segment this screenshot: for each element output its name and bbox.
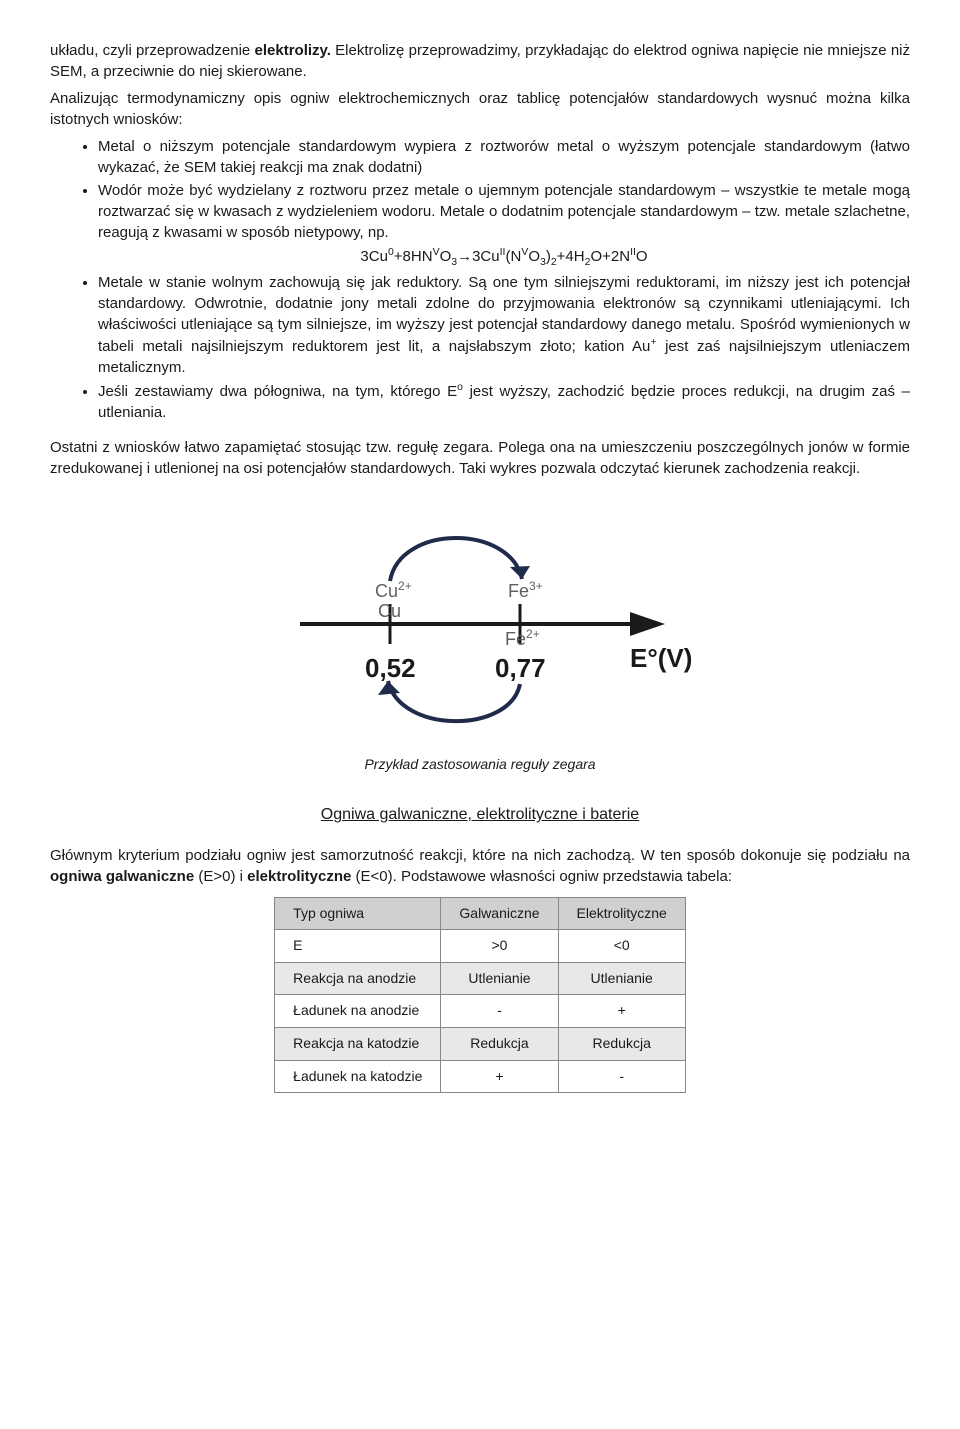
bullet-3: Metale w stanie wolnym zachowują się jak… bbox=[98, 272, 910, 378]
s2-p1a: Głównym kryterium podziału ogniw jest sa… bbox=[50, 847, 910, 864]
intro-p1b: elektrolizy. bbox=[255, 42, 331, 59]
table-row: Ładunek na anodzie - + bbox=[275, 995, 686, 1028]
diagram-caption: Przykład zastosowania reguły zegara bbox=[50, 755, 910, 775]
table-row: Reakcja na katodzie Redukcja Redukcja bbox=[275, 1028, 686, 1061]
diagram-svg: Cu2+ Fe3+ Cu Fe2+ 0,52 0,77 E°(V) bbox=[260, 509, 700, 739]
value-1: 0,52 bbox=[365, 653, 416, 683]
bullet-2: Wodór może być wydzielany z roztworu prz… bbox=[98, 180, 910, 270]
th-1: Galwaniczne bbox=[441, 897, 558, 930]
label-fe2: Fe2+ bbox=[505, 627, 540, 649]
axis-label: E°(V) bbox=[630, 643, 692, 673]
table-row: E >0 <0 bbox=[275, 930, 686, 963]
cell: E bbox=[275, 930, 441, 963]
intro-p2: Analizując termodynamiczny opis ogniw el… bbox=[50, 88, 910, 130]
cell: Ładunek na anodzie bbox=[275, 995, 441, 1028]
cell: - bbox=[441, 995, 558, 1028]
cell: Utlenianie bbox=[441, 962, 558, 995]
s2-p1d: elektrolityczne bbox=[247, 868, 351, 885]
bullet-4a: Jeśli zestawiamy dwa półogniwa, na tym, … bbox=[98, 383, 457, 400]
table-row: Ładunek na katodzie + - bbox=[275, 1060, 686, 1093]
s2-p1c: (E>0) i bbox=[194, 868, 247, 885]
cell: Reakcja na katodzie bbox=[275, 1028, 441, 1061]
cell: >0 bbox=[441, 930, 558, 963]
table-row: Reakcja na anodzie Utlenianie Utlenianie bbox=[275, 962, 686, 995]
section2-p1: Głównym kryterium podziału ogniw jest sa… bbox=[50, 845, 910, 887]
cell: Reakcja na anodzie bbox=[275, 962, 441, 995]
intro-p1: układu, czyli przeprowadzenie elektroliz… bbox=[50, 40, 910, 82]
after-p1: Ostatni z wniosków łatwo zapamiętać stos… bbox=[50, 437, 910, 479]
value-2: 0,77 bbox=[495, 653, 546, 683]
cell: Redukcja bbox=[558, 1028, 685, 1061]
bullet-2-text: Wodór może być wydzielany z roztworu prz… bbox=[98, 182, 910, 241]
bullet-1: Metal o niższym potencjale standardowym … bbox=[98, 136, 910, 178]
cell: + bbox=[441, 1060, 558, 1093]
label-cu2: Cu2+ bbox=[375, 579, 412, 601]
cell: Utlenianie bbox=[558, 962, 685, 995]
cell: Ładunek na katodzie bbox=[275, 1060, 441, 1093]
label-fe3: Fe3+ bbox=[508, 579, 543, 601]
label-cu: Cu bbox=[378, 601, 401, 621]
intro-p1a: układu, czyli przeprowadzenie bbox=[50, 42, 255, 59]
th-2: Elektrolityczne bbox=[558, 897, 685, 930]
th-0: Typ ogniwa bbox=[275, 897, 441, 930]
s2-p1b: ogniwa galwaniczne bbox=[50, 868, 194, 885]
cell-types-table: Typ ogniwa Galwaniczne Elektrolityczne E… bbox=[274, 897, 686, 1094]
table-header-row: Typ ogniwa Galwaniczne Elektrolityczne bbox=[275, 897, 686, 930]
cell: - bbox=[558, 1060, 685, 1093]
equation: 3Cu0+8HNVO3→3CuII(NVO3)2+4H2O+2NIIO bbox=[98, 245, 910, 270]
section-title: Ogniwa galwaniczne, elektrolityczne i ba… bbox=[50, 804, 910, 826]
bullet-list-1: Metal o niższym potencjale standardowym … bbox=[50, 136, 910, 423]
cell: <0 bbox=[558, 930, 685, 963]
s2-p1e: (E<0). Podstawowe własności ogniw przeds… bbox=[351, 868, 732, 885]
cell: + bbox=[558, 995, 685, 1028]
bullet-4: Jeśli zestawiamy dwa półogniwa, na tym, … bbox=[98, 380, 910, 423]
clock-rule-diagram: Cu2+ Fe3+ Cu Fe2+ 0,52 0,77 E°(V) bbox=[50, 509, 910, 745]
cell: Redukcja bbox=[441, 1028, 558, 1061]
